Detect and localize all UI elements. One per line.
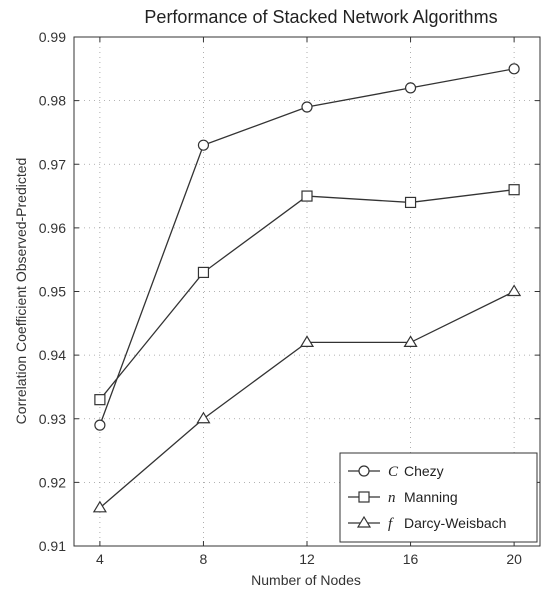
y-tick-label: 0.94 bbox=[39, 347, 66, 363]
data-point-square bbox=[508, 184, 520, 196]
legend-label: Darcy-Weisbach bbox=[404, 515, 506, 531]
data-point-triangle bbox=[299, 335, 315, 347]
x-tick-label: 4 bbox=[96, 551, 104, 567]
series-manning bbox=[94, 184, 520, 406]
legend-symbol: n bbox=[388, 490, 396, 506]
data-point-square bbox=[404, 196, 417, 209]
legend-entry: n Manning bbox=[348, 489, 458, 506]
legend-label: Chezy bbox=[404, 463, 444, 479]
y-axis-label: Correlation Coefficient Observed-Predict… bbox=[13, 158, 29, 425]
x-tick-label: 16 bbox=[403, 551, 419, 567]
series-darcy-weisbach bbox=[92, 284, 522, 513]
y-tick-label: 0.97 bbox=[39, 156, 66, 172]
series-chezy bbox=[94, 63, 520, 431]
x-tick-label: 20 bbox=[506, 551, 522, 567]
data-point-circle bbox=[301, 101, 313, 113]
x-tick-label: 12 bbox=[299, 551, 315, 567]
data-point-circle bbox=[404, 82, 417, 94]
y-tick-label: 0.93 bbox=[39, 411, 66, 427]
y-tick-label: 0.99 bbox=[39, 29, 66, 45]
y-tick-label: 0.96 bbox=[39, 220, 66, 236]
y-tick-label: 0.92 bbox=[39, 474, 66, 490]
y-tick-label: 0.95 bbox=[39, 284, 66, 300]
y-tick-label: 0.98 bbox=[39, 93, 66, 109]
data-point-circle bbox=[508, 63, 520, 75]
data-point-circle bbox=[197, 139, 210, 151]
data-point-triangle bbox=[507, 284, 522, 297]
data-point-square bbox=[301, 190, 313, 202]
x-tick-label: 8 bbox=[200, 551, 208, 567]
series-line bbox=[99, 189, 515, 401]
x-axis-label: Number of Nodes bbox=[251, 572, 361, 588]
legend-symbol: f bbox=[388, 516, 394, 532]
legend-entry: C Chezy bbox=[348, 463, 444, 480]
legend-marker-triangle bbox=[356, 515, 372, 528]
legend-entry: f Darcy-Weisbach bbox=[348, 515, 506, 532]
axis-ticks: 4 8 12 16 20 0.91 0.92 0.93 0.94 0.95 0.96 0.97 0.98… bbox=[39, 29, 540, 567]
chart-title: Performance of Stacked Network Algorithm… bbox=[144, 7, 497, 27]
data-point-triangle bbox=[403, 335, 418, 347]
legend-label: Manning bbox=[404, 489, 458, 505]
legend-marker-square bbox=[358, 491, 370, 503]
y-tick-label: 0.91 bbox=[39, 538, 66, 554]
data-point-triangle bbox=[92, 500, 107, 513]
data-point-square bbox=[197, 266, 210, 279]
legend-symbol: C bbox=[388, 464, 399, 480]
data-point-circle bbox=[94, 419, 106, 431]
data-point-triangle bbox=[196, 411, 211, 424]
series-group bbox=[92, 63, 522, 513]
legend-marker-circle bbox=[358, 465, 370, 477]
data-point-square bbox=[94, 394, 106, 406]
